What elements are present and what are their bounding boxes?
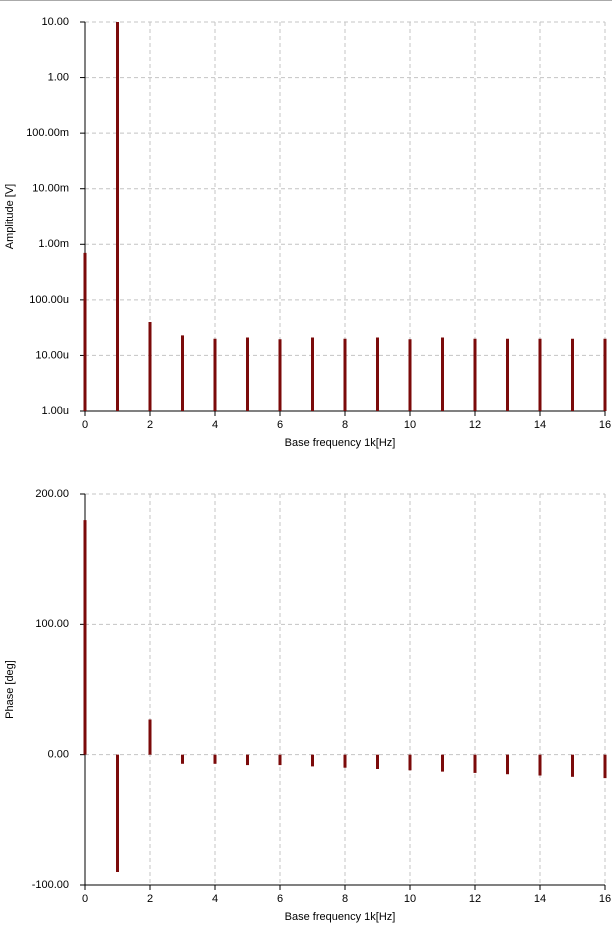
- x-tick-label: 6: [277, 419, 283, 431]
- x-tick-label: 2: [147, 419, 153, 431]
- x-tick-label: 8: [342, 893, 348, 905]
- x-tick-label: 8: [342, 419, 348, 431]
- y-tick-label: 100.00: [35, 618, 69, 630]
- y-tick-label: 10.00u: [35, 349, 69, 361]
- y-tick-label: 1.00m: [38, 238, 69, 250]
- x-axis-label: Base frequency 1k[Hz]: [285, 911, 396, 923]
- y-tick-label: 100.00m: [26, 127, 69, 139]
- y-tick-label: 0.00: [48, 749, 69, 761]
- x-tick-label: 0: [82, 893, 88, 905]
- x-tick-label: 14: [534, 419, 546, 431]
- x-tick-label: 2: [147, 893, 153, 905]
- y-tick-label: 1.00: [48, 71, 69, 83]
- x-tick-label: 12: [469, 419, 481, 431]
- y-tick-label: 200.00: [35, 488, 69, 500]
- x-axis-label: Base frequency 1k[Hz]: [285, 437, 396, 449]
- x-tick-label: 4: [212, 893, 218, 905]
- x-tick-label: 12: [469, 893, 481, 905]
- y-tick-label: 100.00u: [29, 294, 69, 306]
- y-tick-label: -100.00: [32, 879, 69, 891]
- y-tick-label: 10.00m: [32, 183, 69, 195]
- x-tick-label: 4: [212, 419, 218, 431]
- x-tick-label: 10: [404, 419, 416, 431]
- x-tick-label: 6: [277, 893, 283, 905]
- x-tick-label: 14: [534, 893, 546, 905]
- x-tick-label: 0: [82, 419, 88, 431]
- y-tick-label: 10.00: [41, 16, 69, 28]
- y-axis-label: Amplitude [V]: [4, 184, 16, 249]
- x-tick-label: 16: [599, 419, 611, 431]
- x-tick-label: 16: [599, 893, 611, 905]
- y-axis-label: Phase [deg]: [4, 660, 16, 719]
- y-tick-label: 1.00u: [41, 405, 69, 417]
- x-tick-label: 10: [404, 893, 416, 905]
